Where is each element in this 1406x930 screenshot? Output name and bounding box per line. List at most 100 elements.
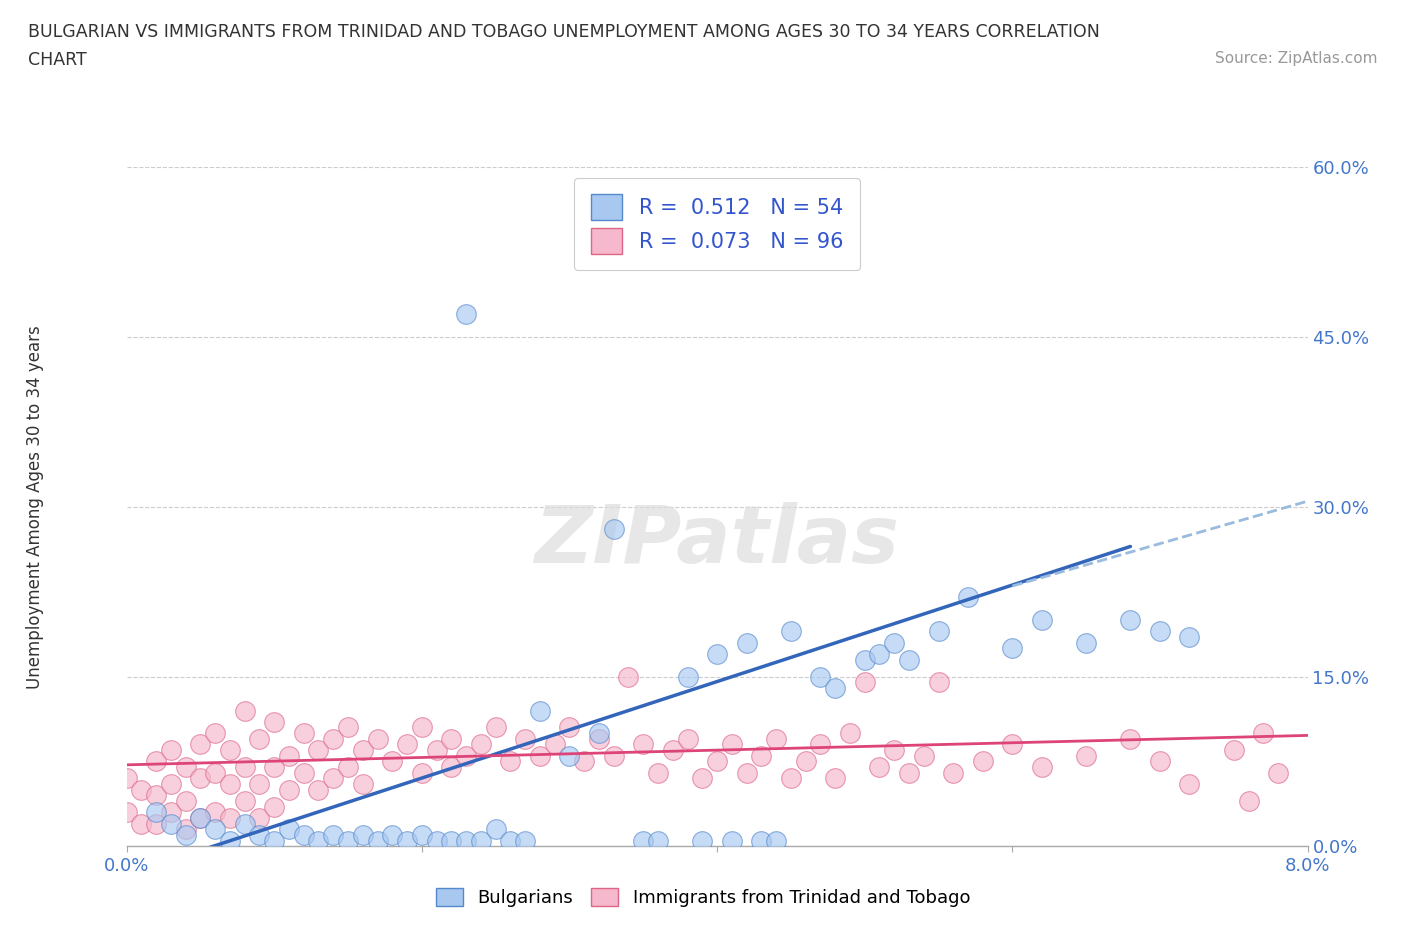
Point — [617, 670, 640, 684]
Point — [115, 771, 138, 786]
Point — [868, 760, 891, 775]
Point — [233, 817, 256, 831]
Point — [440, 760, 463, 775]
Point — [219, 811, 242, 826]
Point — [661, 743, 683, 758]
Point — [779, 624, 801, 639]
Point — [263, 833, 285, 848]
Text: Source: ZipAtlas.com: Source: ZipAtlas.com — [1215, 51, 1378, 66]
Point — [337, 760, 360, 775]
Point — [676, 731, 699, 746]
Point — [247, 828, 270, 843]
Point — [751, 833, 773, 848]
Point — [115, 805, 138, 820]
Point — [720, 833, 742, 848]
Point — [1149, 624, 1171, 639]
Point — [366, 731, 388, 746]
Point — [160, 805, 183, 820]
Point — [1222, 743, 1246, 758]
Point — [352, 743, 374, 758]
Point — [647, 765, 669, 780]
Point — [233, 760, 256, 775]
Point — [633, 833, 655, 848]
Point — [263, 799, 285, 814]
Point — [188, 811, 211, 826]
Point — [765, 833, 787, 848]
Point — [1001, 737, 1024, 751]
Point — [219, 833, 242, 848]
Point — [676, 670, 699, 684]
Point — [204, 725, 226, 740]
Point — [1178, 777, 1201, 791]
Point — [720, 737, 742, 751]
Point — [188, 737, 211, 751]
Point — [868, 646, 891, 661]
Point — [454, 749, 477, 764]
Point — [174, 828, 197, 843]
Point — [322, 828, 344, 843]
Point — [145, 754, 167, 769]
Point — [396, 833, 419, 848]
Point — [307, 743, 329, 758]
Point — [603, 749, 626, 764]
Point — [204, 805, 226, 820]
Point — [897, 765, 920, 780]
Point — [690, 771, 713, 786]
Point — [307, 782, 329, 797]
Point — [1001, 641, 1024, 656]
Point — [263, 714, 285, 729]
Point — [278, 749, 301, 764]
Point — [735, 765, 758, 780]
Point — [145, 817, 167, 831]
Point — [1251, 725, 1274, 740]
Point — [1267, 765, 1289, 780]
Point — [160, 777, 183, 791]
Point — [1031, 613, 1053, 628]
Point — [470, 737, 492, 751]
Point — [425, 743, 447, 758]
Point — [794, 754, 817, 769]
Point — [160, 743, 183, 758]
Point — [838, 725, 860, 740]
Point — [470, 833, 492, 848]
Point — [824, 681, 846, 696]
Point — [588, 725, 610, 740]
Point — [1119, 613, 1142, 628]
Point — [322, 771, 344, 786]
Point — [411, 765, 433, 780]
Point — [810, 670, 832, 684]
Point — [558, 720, 581, 735]
Point — [603, 522, 626, 537]
Point — [322, 731, 344, 746]
Point — [647, 833, 669, 848]
Point — [484, 822, 508, 837]
Point — [160, 817, 183, 831]
Point — [1119, 731, 1142, 746]
Point — [454, 833, 477, 848]
Point — [1076, 635, 1098, 650]
Point — [440, 833, 463, 848]
Point — [352, 777, 374, 791]
Point — [515, 833, 537, 848]
Point — [219, 777, 242, 791]
Legend: Bulgarians, Immigrants from Trinidad and Tobago: Bulgarians, Immigrants from Trinidad and… — [427, 879, 979, 916]
Point — [1237, 793, 1260, 808]
Point — [972, 754, 994, 769]
Point — [499, 833, 522, 848]
Point — [824, 771, 846, 786]
Point — [188, 811, 211, 826]
Point — [484, 720, 508, 735]
Point — [633, 737, 655, 751]
Point — [529, 749, 551, 764]
Text: CHART: CHART — [28, 51, 87, 69]
Point — [174, 760, 197, 775]
Point — [897, 652, 920, 667]
Point — [337, 720, 360, 735]
Point — [574, 754, 596, 769]
Point — [515, 731, 537, 746]
Point — [883, 635, 905, 650]
Point — [292, 765, 315, 780]
Point — [928, 624, 950, 639]
Point — [810, 737, 832, 751]
Text: ZIPatlas: ZIPatlas — [534, 502, 900, 579]
